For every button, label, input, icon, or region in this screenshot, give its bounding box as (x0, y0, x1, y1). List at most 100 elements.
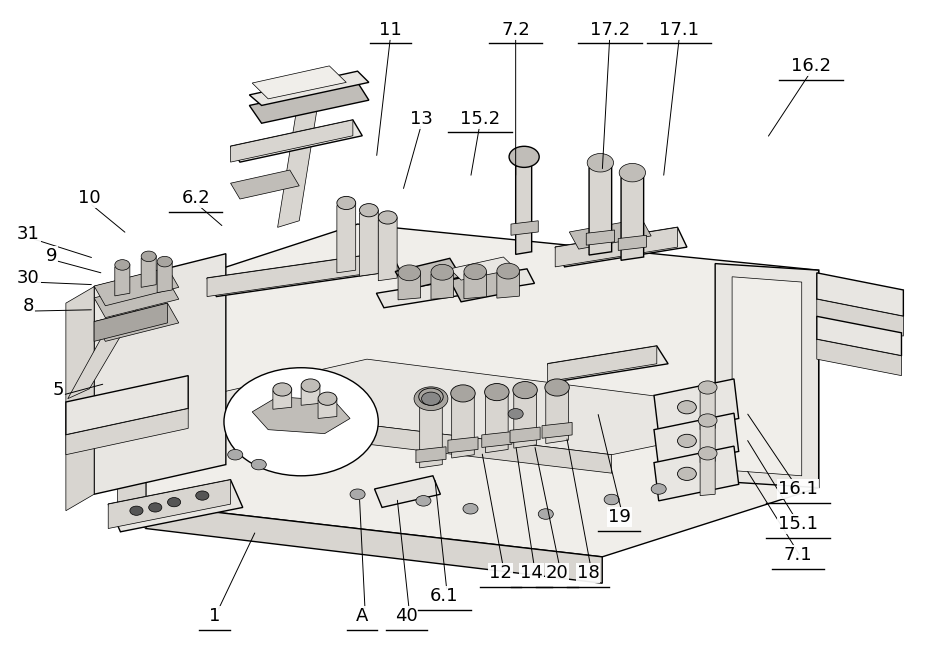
Polygon shape (249, 82, 369, 123)
Text: 19: 19 (608, 508, 630, 527)
Text: 15.2: 15.2 (460, 109, 500, 128)
Circle shape (513, 382, 537, 399)
Circle shape (538, 509, 553, 519)
Text: 17.2: 17.2 (590, 20, 630, 39)
Polygon shape (416, 447, 446, 463)
Circle shape (149, 503, 162, 512)
Polygon shape (486, 392, 508, 453)
Polygon shape (359, 210, 378, 276)
Polygon shape (278, 91, 320, 227)
Circle shape (301, 379, 320, 392)
Polygon shape (448, 437, 478, 453)
Polygon shape (179, 402, 612, 473)
Circle shape (337, 196, 356, 210)
Text: 1: 1 (209, 607, 220, 625)
Polygon shape (108, 480, 231, 529)
Polygon shape (586, 230, 614, 245)
Text: 20: 20 (546, 564, 568, 583)
Circle shape (224, 368, 378, 476)
Polygon shape (817, 273, 903, 316)
Polygon shape (511, 221, 538, 235)
Polygon shape (700, 455, 715, 496)
Polygon shape (700, 389, 715, 430)
Circle shape (651, 484, 666, 494)
Polygon shape (115, 264, 130, 296)
Polygon shape (398, 273, 421, 300)
Circle shape (196, 491, 209, 500)
Polygon shape (66, 409, 188, 455)
Polygon shape (654, 379, 739, 435)
Polygon shape (207, 252, 391, 297)
Polygon shape (732, 277, 802, 476)
Text: 15.1: 15.1 (778, 515, 818, 533)
Polygon shape (118, 293, 146, 529)
Polygon shape (94, 279, 179, 318)
Text: 17.1: 17.1 (660, 20, 699, 39)
Text: 9: 9 (46, 246, 57, 265)
Circle shape (545, 379, 569, 396)
Circle shape (359, 204, 378, 217)
Text: 13: 13 (410, 109, 433, 128)
Circle shape (509, 146, 539, 167)
Circle shape (619, 163, 646, 182)
Polygon shape (231, 120, 362, 162)
Text: 12: 12 (489, 564, 512, 583)
Polygon shape (555, 227, 678, 267)
Polygon shape (94, 254, 226, 494)
Polygon shape (497, 271, 519, 298)
Circle shape (698, 381, 717, 394)
Circle shape (318, 392, 337, 405)
Text: 11: 11 (379, 20, 402, 39)
Polygon shape (395, 258, 461, 290)
Text: 6.1: 6.1 (430, 587, 458, 606)
Polygon shape (618, 235, 646, 250)
Polygon shape (301, 385, 320, 405)
Circle shape (485, 384, 509, 401)
Circle shape (451, 385, 475, 402)
Text: 14: 14 (520, 564, 543, 583)
Polygon shape (817, 339, 901, 376)
Polygon shape (252, 397, 350, 434)
Text: A: A (356, 607, 369, 625)
Polygon shape (516, 163, 532, 254)
Polygon shape (146, 504, 602, 583)
Polygon shape (66, 287, 94, 511)
Polygon shape (464, 272, 486, 299)
Circle shape (587, 154, 614, 172)
Text: 40: 40 (395, 607, 418, 625)
Polygon shape (231, 170, 299, 199)
Polygon shape (94, 303, 167, 341)
Text: 18: 18 (577, 564, 599, 583)
Polygon shape (431, 272, 454, 299)
Polygon shape (548, 346, 657, 382)
Text: 6.2: 6.2 (182, 188, 210, 207)
Polygon shape (420, 397, 442, 468)
Polygon shape (318, 398, 337, 418)
Circle shape (604, 494, 619, 505)
Circle shape (497, 263, 519, 279)
Polygon shape (452, 393, 474, 458)
Text: 16.1: 16.1 (778, 480, 818, 498)
Circle shape (130, 506, 143, 515)
Text: 7.1: 7.1 (784, 546, 812, 564)
Polygon shape (146, 224, 819, 557)
Polygon shape (569, 219, 651, 249)
Circle shape (416, 496, 431, 506)
Polygon shape (621, 175, 644, 260)
Circle shape (228, 449, 243, 460)
Polygon shape (546, 387, 568, 444)
Circle shape (419, 388, 443, 405)
Circle shape (167, 498, 181, 507)
Circle shape (422, 392, 440, 405)
Polygon shape (817, 299, 903, 336)
Polygon shape (817, 316, 901, 356)
Polygon shape (66, 376, 188, 435)
Text: 16.2: 16.2 (791, 57, 831, 75)
Circle shape (463, 503, 478, 514)
Circle shape (251, 459, 266, 470)
Circle shape (141, 251, 156, 262)
Text: 5: 5 (53, 381, 64, 399)
Polygon shape (252, 66, 346, 99)
Circle shape (273, 383, 292, 396)
Polygon shape (179, 359, 805, 455)
